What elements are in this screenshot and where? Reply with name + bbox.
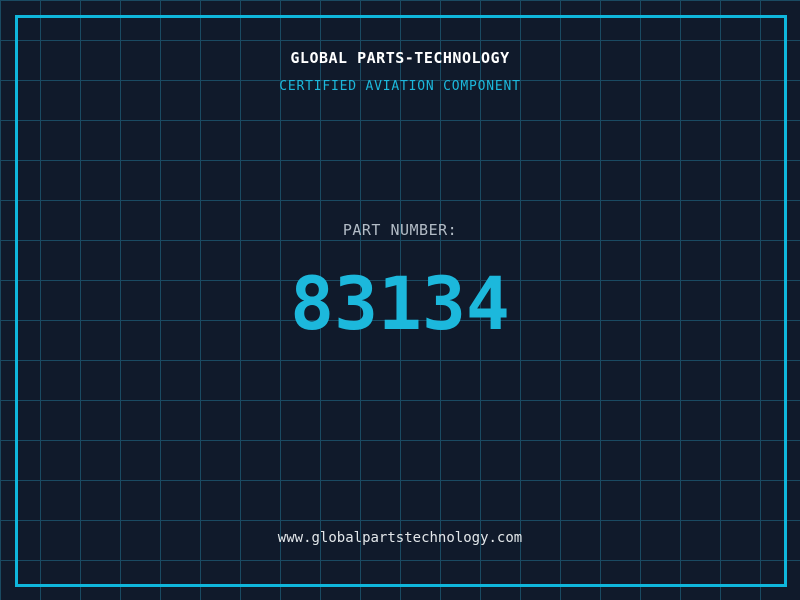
part-number-label: PART NUMBER: [342,221,458,239]
part-number-value: 83134 [290,262,510,347]
website-url: www.globalpartstechnology.com [277,530,523,546]
certification-subtitle: CERTIFIED AVIATION COMPONENT [279,79,521,94]
company-title: GLOBAL PARTS-TECHNOLOGY [290,49,510,67]
